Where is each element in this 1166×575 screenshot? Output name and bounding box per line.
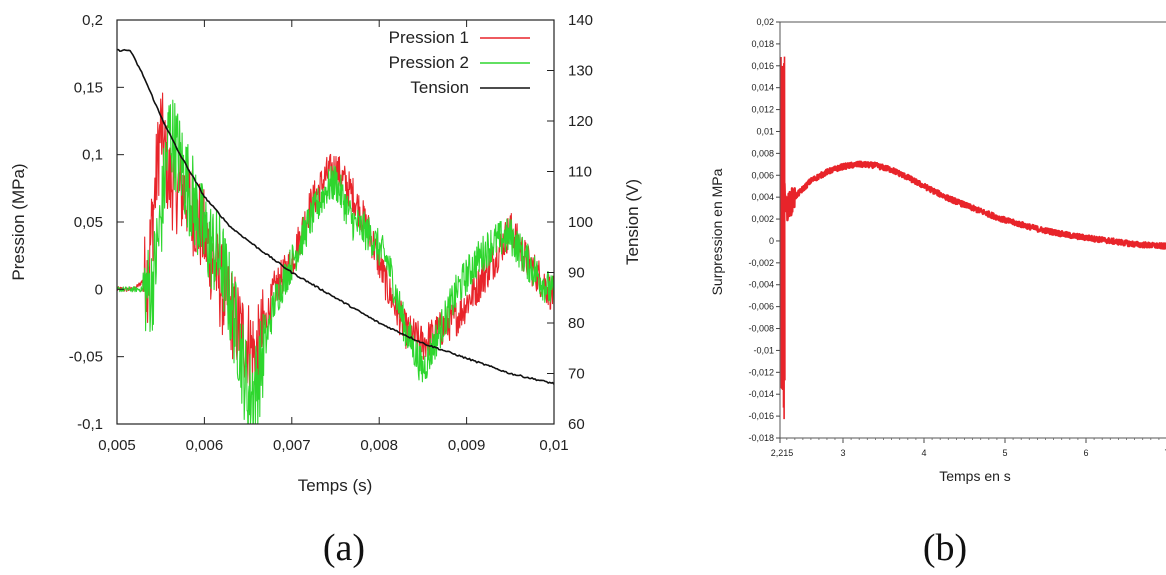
chart-a-ytick-label: -0,05 <box>69 349 103 366</box>
chart-b-series-line <box>780 160 1166 250</box>
chart-b-xtick-label: 4 <box>921 448 926 458</box>
chart-a-y2tick-label: 140 <box>568 12 593 29</box>
chart-b-series <box>780 56 1166 420</box>
chart-b-ytick-label: -0,006 <box>748 302 774 312</box>
chart-a-legend-label: Tension <box>410 78 469 97</box>
chart-b-ytick-label: 0,008 <box>751 148 774 158</box>
chart-b-ytick-label: -0,014 <box>748 389 774 399</box>
chart-b-ytick-label: -0,002 <box>748 258 774 268</box>
chart-a-xtick-label: 0,01 <box>539 437 568 454</box>
chart-a-xlabel: Temps (s) <box>298 476 373 495</box>
chart-b-ytick-label: 0,02 <box>756 17 774 27</box>
chart-a-legend-label: Pression 2 <box>389 53 469 72</box>
chart-a-xtick-label: 0,009 <box>448 437 486 454</box>
chart-a-y2tick-label: 130 <box>568 63 593 80</box>
chart-a-ytick-label: 0,05 <box>74 214 103 231</box>
chart-b-ytick-label: -0,012 <box>748 367 774 377</box>
chart-b: -0,018 -0,016 -0,014 -0,012 -0,01 -0,008 -0,00… <box>709 17 1166 484</box>
chart-b-ytick-label: -0,008 <box>748 324 774 334</box>
chart-b-ytick-label: -0,004 <box>748 280 774 290</box>
chart-a-y2tick-label: 120 <box>568 113 593 130</box>
chart-a-plot-frame <box>116 19 555 425</box>
chart-a-y2tick-label: 80 <box>568 315 585 332</box>
chart-a-series-tension <box>117 48 554 385</box>
chart-a-y2tick-label: 100 <box>568 214 593 231</box>
chart-a-ylabel: Pression (MPa) <box>9 163 28 280</box>
chart-a-ytick-label: 0,2 <box>82 12 103 29</box>
chart-a-xtick-label: 0,008 <box>360 437 398 454</box>
chart-b-ytick-label: -0,016 <box>748 411 774 421</box>
chart-a-y2label: Tension (V) <box>623 179 642 265</box>
chart-b-ytick-label: 0,012 <box>751 105 774 115</box>
chart-a-y2tick-label: 110 <box>568 164 592 181</box>
panel-label-b: (b) <box>923 527 967 569</box>
chart-a-xtick-label: 0,006 <box>186 437 224 454</box>
chart-b-xtick-label: 5 <box>1002 448 1007 458</box>
chart-a-y2tick-label: 60 <box>568 416 585 433</box>
chart-b-ylabel: Surpression en MPa <box>709 168 725 295</box>
chart-b-ytick-label: 0,016 <box>751 61 774 71</box>
chart-b-ytick-label: 0,018 <box>751 39 774 49</box>
chart-b-xlabel: Temps en s <box>939 468 1011 484</box>
chart-b-ytick-label: 0,006 <box>751 170 774 180</box>
chart-b-ytick-label: -0,018 <box>748 433 774 443</box>
chart-a-ytick-label: 0,15 <box>74 79 103 96</box>
chart-b-series-spike <box>780 56 786 420</box>
chart-b-ytick-label: 0,004 <box>751 192 774 202</box>
chart-a-series-pression-2 <box>117 99 554 424</box>
chart-a-ytick-label: -0,1 <box>77 416 103 433</box>
chart-a-legend-label: Pression 1 <box>389 28 469 47</box>
chart-a-xtick-label: 0,007 <box>273 437 311 454</box>
chart-b-ytick-label: -0,01 <box>753 345 774 355</box>
chart-a-y2tick-label: 90 <box>568 265 585 282</box>
chart-b-ytick-label: 0,014 <box>751 83 774 93</box>
chart-b-xtick-label: 7 <box>1164 448 1166 458</box>
chart-b-xtick-label: 3 <box>840 448 845 458</box>
chart-a-xtick-label: 0,005 <box>98 437 136 454</box>
chart-a-y2tick-label: 70 <box>568 366 585 383</box>
chart-a-series <box>117 48 554 424</box>
chart-b-xtick-label: 2,215 <box>771 448 794 458</box>
chart-b-ytick-label: 0 <box>769 236 774 246</box>
chart-a-ytick-label: 0 <box>95 281 103 298</box>
chart-a: 0,005 0,006 0,007 0,008 0,009 0,01 -0,1 -0,05 0 0… <box>9 12 642 495</box>
chart-b-xtick-label: 6 <box>1083 448 1088 458</box>
chart-b-ytick-label: 0,002 <box>751 214 774 224</box>
chart-a-ytick-label: 0,1 <box>82 147 103 164</box>
panel-label-a: (a) <box>323 527 365 569</box>
chart-b-ytick-label: 0,01 <box>756 126 774 136</box>
